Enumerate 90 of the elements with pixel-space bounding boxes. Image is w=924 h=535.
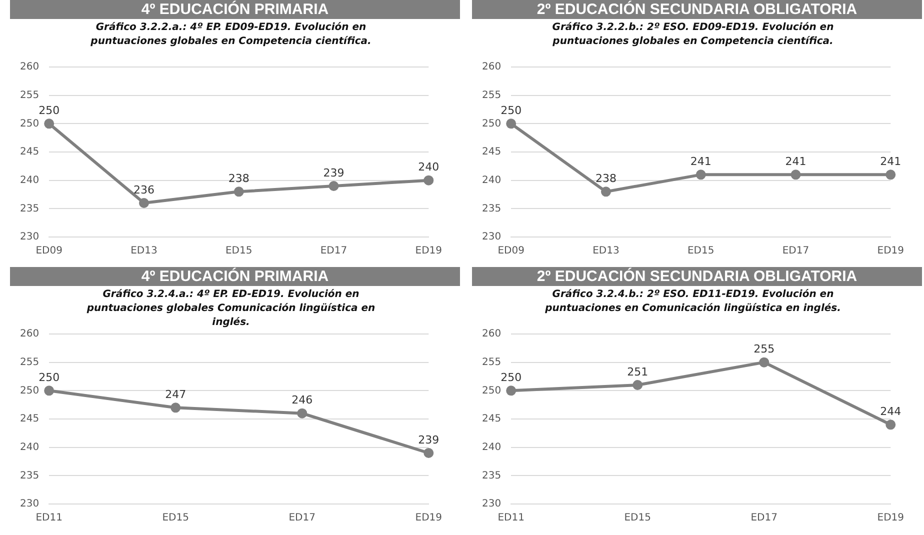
chart-title: 2º EDUCACIÓN SECUNDARIA OBLIGATORIA bbox=[472, 267, 922, 286]
x-tick-label: ED17 bbox=[750, 512, 778, 524]
y-tick-label: 240 bbox=[20, 174, 40, 186]
y-tick-label: 250 bbox=[482, 385, 502, 396]
data-label: 247 bbox=[165, 388, 186, 402]
y-tick-label: 240 bbox=[482, 174, 502, 186]
x-tick-label: ED19 bbox=[415, 246, 442, 257]
y-tick-label: 230 bbox=[20, 498, 40, 510]
y-tick-label: 235 bbox=[20, 470, 40, 482]
chart-subtitle: Gráfico 3.2.2.b.: 2º ESO. ED09-ED19. Evolución en puntuaciones globales en Competencia científica. bbox=[551, 21, 835, 49]
point bbox=[886, 170, 896, 180]
data-label: 239 bbox=[323, 166, 344, 180]
data-label: 246 bbox=[292, 394, 313, 407]
x-tick-label: ED19 bbox=[877, 512, 904, 524]
y-tick-label: 245 bbox=[20, 146, 40, 158]
x-tick-label: ED15 bbox=[624, 512, 651, 524]
data-label: 251 bbox=[627, 365, 648, 378]
x-tick-label: ED15 bbox=[162, 512, 189, 524]
y-tick-label: 240 bbox=[20, 442, 40, 453]
point bbox=[170, 402, 181, 413]
y-tick-label: 230 bbox=[482, 498, 502, 510]
chart-subtitle: Gráfico 3.2.4.b.: 2º ESO. ED11-ED19. Evolución en puntuaciones en Comunicación lingüística en inglés. bbox=[544, 288, 842, 316]
y-tick-label: 235 bbox=[20, 203, 40, 214]
data-label: 239 bbox=[418, 433, 440, 446]
data-label: 238 bbox=[228, 172, 250, 186]
point bbox=[632, 380, 643, 390]
data-label: 250 bbox=[500, 371, 522, 384]
data-label: 250 bbox=[38, 371, 60, 384]
y-tick-label: 260 bbox=[20, 62, 40, 73]
point bbox=[424, 448, 434, 458]
x-tick-label: ED19 bbox=[877, 246, 904, 257]
data-label: 250 bbox=[500, 104, 522, 118]
x-tick-label: ED15 bbox=[687, 246, 714, 257]
point bbox=[328, 181, 339, 191]
y-tick-label: 235 bbox=[482, 203, 502, 214]
chart-title: 4º EDUCACIÓN PRIMARIA bbox=[10, 0, 460, 19]
x-tick-label: ED17 bbox=[288, 512, 316, 524]
chart-title: 4º EDUCACIÓN PRIMARIA bbox=[10, 267, 460, 286]
x-tick-label: ED09 bbox=[36, 246, 62, 257]
y-tick-label: 250 bbox=[20, 118, 40, 130]
x-tick-label: ED17 bbox=[320, 246, 348, 257]
point bbox=[44, 118, 54, 129]
data-label: 250 bbox=[38, 104, 60, 118]
data-label: 241 bbox=[690, 155, 712, 168]
chart-subtitle: Gráfico 3.2.4.a.: 4º EP. ED-ED19. Evolución en puntuaciones globales Comunicación lingüística en inglés. bbox=[86, 288, 376, 328]
data-label: 241 bbox=[785, 155, 806, 168]
chart-title: 2º EDUCACIÓN SECUNDARIA OBLIGATORIA bbox=[472, 0, 922, 19]
point bbox=[600, 186, 611, 197]
data-label: 255 bbox=[754, 342, 775, 356]
y-tick-label: 245 bbox=[20, 414, 40, 425]
x-tick-label: ED13 bbox=[130, 246, 158, 257]
y-tick-label: 240 bbox=[482, 442, 502, 453]
y-tick-label: 230 bbox=[482, 232, 502, 243]
y-tick-label: 235 bbox=[482, 470, 502, 482]
point bbox=[790, 170, 801, 180]
data-label: 241 bbox=[880, 155, 902, 168]
y-tick-label: 255 bbox=[482, 90, 502, 101]
y-tick-label: 230 bbox=[20, 232, 40, 243]
x-tick-label: ED13 bbox=[592, 246, 620, 257]
y-tick-label: 250 bbox=[20, 385, 40, 396]
data-label: 244 bbox=[880, 405, 902, 418]
x-tick-label: ED11 bbox=[498, 512, 524, 524]
data-label: 236 bbox=[133, 183, 154, 196]
point bbox=[424, 175, 434, 186]
chart-subtitle: Gráfico 3.2.2.a.: 4º EP. ED09-ED19. Evolución en puntuaciones globales en Competencia científica. bbox=[90, 21, 372, 49]
x-tick-label: ED19 bbox=[415, 512, 442, 524]
point bbox=[44, 386, 54, 396]
x-tick-label: ED15 bbox=[225, 246, 252, 257]
point bbox=[886, 420, 896, 430]
data-label: 240 bbox=[418, 160, 440, 174]
point bbox=[506, 118, 516, 129]
point bbox=[234, 186, 244, 197]
point bbox=[138, 198, 149, 208]
y-tick-label: 250 bbox=[482, 118, 502, 130]
x-tick-label: ED11 bbox=[36, 512, 62, 524]
y-tick-label: 255 bbox=[482, 356, 502, 368]
point bbox=[297, 408, 308, 418]
y-tick-label: 245 bbox=[482, 146, 502, 158]
y-tick-label: 255 bbox=[20, 356, 40, 368]
point bbox=[759, 357, 770, 368]
point bbox=[506, 386, 516, 396]
y-tick-label: 245 bbox=[482, 414, 502, 425]
y-tick-label: 260 bbox=[482, 62, 502, 73]
data-label: 238 bbox=[595, 172, 616, 186]
y-tick-label: 255 bbox=[20, 90, 40, 101]
y-tick-label: 260 bbox=[20, 328, 40, 340]
x-tick-label: ED17 bbox=[782, 246, 810, 257]
y-tick-label: 260 bbox=[482, 328, 502, 340]
point bbox=[696, 170, 706, 180]
x-tick-label: ED09 bbox=[498, 246, 524, 257]
